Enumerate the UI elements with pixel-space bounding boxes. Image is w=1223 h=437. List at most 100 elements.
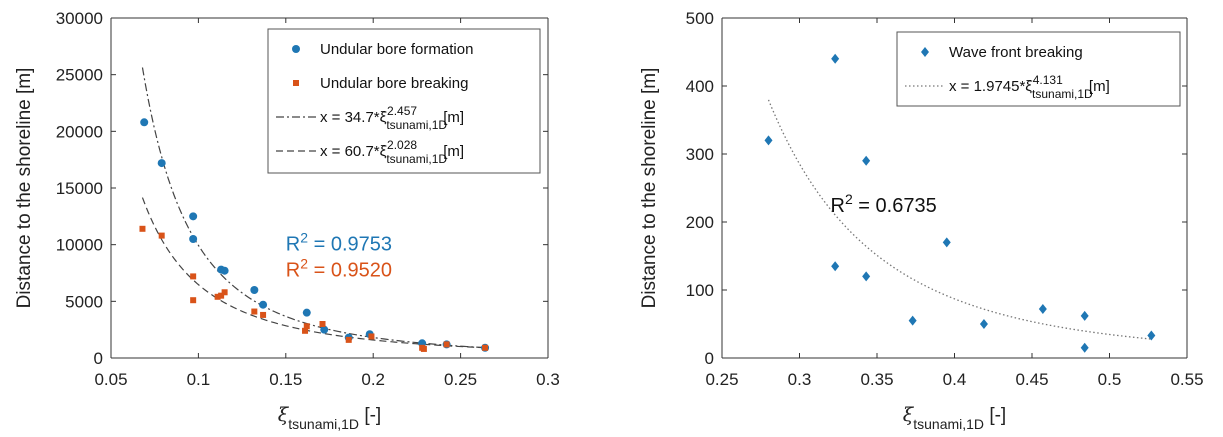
legend-label-series-0: Wave front breaking: [949, 44, 1083, 61]
fit-label-suffix: [m]: [439, 109, 464, 126]
data-point-series-1: [420, 345, 427, 352]
x-tick-label: 0.5: [1098, 370, 1122, 389]
data-point-series-1: [214, 293, 221, 300]
y-axis-label: Distance to the shoreline [m]: [639, 68, 660, 309]
data-point-series-1: [260, 311, 267, 318]
legend: Wave front breaking x = 1.9745*ξtsunami,1…: [896, 31, 1181, 107]
x-tick-label: 0.2: [361, 370, 385, 389]
data-point-series-1: [218, 292, 225, 299]
chart-undular-bore: 0.05 0.1 0.15 0.2 0.25 0.3 0 5000 10000 15000 2000…: [14, 9, 560, 432]
x-tick-label: 0.55: [1170, 370, 1203, 389]
y-tick-label: 200: [686, 213, 714, 232]
y-tick-label: 500: [686, 9, 714, 28]
data-point-series-0: [862, 155, 871, 166]
y-tick-label: 10000: [56, 236, 103, 255]
fit-label-superscript: -2.457: [383, 104, 417, 118]
fit-curve-0: [141, 67, 487, 349]
r-squared-annotation-0: R2 = 0.9753: [286, 229, 392, 255]
data-point-series-0: [1147, 330, 1156, 341]
data-point-series-1: [190, 297, 197, 304]
x-axis-label-symbol: ξ: [278, 404, 290, 426]
r-squared-prefix: R: [831, 195, 845, 217]
fit-label-subscript: tsunami,1D: [1032, 87, 1093, 101]
fit-label-superscript: -2.028: [383, 138, 417, 152]
data-point-series-0: [220, 266, 229, 275]
legend-marker-series-1: [293, 80, 299, 86]
x-tick-label: 0.35: [860, 370, 893, 389]
data-point-series-0: [320, 325, 329, 334]
data-point-series-0: [157, 159, 166, 168]
y-tick-label: 20000: [56, 122, 103, 141]
x-tick-label: 0.25: [444, 370, 477, 389]
y-tick-label: 100: [686, 281, 714, 300]
fit-curve-0: [767, 99, 1152, 340]
data-point-series-0: [1080, 310, 1089, 321]
legend-label-fit-0: x = 34.7*ξtsunami,1D-2.457 [m]: [320, 104, 464, 132]
y-tick-label: 25000: [56, 66, 103, 85]
data-point-series-0: [831, 261, 840, 272]
legend-marker-series-0: [292, 45, 300, 53]
x-tick-label: 0.1: [187, 370, 211, 389]
data-point-series-0: [189, 212, 198, 221]
data-point-series-1: [302, 327, 309, 334]
legend-box: [896, 31, 1181, 107]
data-point-series-1: [158, 232, 165, 239]
x-axis-label-unit: [-]: [984, 405, 1006, 426]
r-squared-annotation-1: R2 = 0.9520: [286, 255, 392, 281]
y-tick-label: 15000: [56, 179, 103, 198]
legend: Undular bore formation Undular bore break…: [267, 28, 541, 174]
r-squared-value: = 0.9520: [308, 259, 392, 281]
r-squared-superscript: 2: [300, 255, 308, 271]
data-point-series-1: [139, 225, 146, 232]
legend-marker-series-0: [921, 47, 929, 57]
x-axis-label: ξtsunami,1D [-]: [278, 404, 381, 432]
x-axis-label-subscript: tsunami,1D: [288, 416, 359, 432]
data-point-series-0: [1080, 342, 1089, 353]
fit-label-suffix: [m]: [439, 143, 464, 160]
data-point-series-0: [764, 135, 773, 146]
r-squared-value: = 0.6735: [853, 195, 937, 217]
data-point-series-0: [908, 315, 917, 326]
legend-label-series-1: Undular bore breaking: [320, 75, 468, 92]
fit-curve-1: [141, 197, 487, 349]
y-tick-label: 400: [686, 77, 714, 96]
r-squared-prefix: R: [286, 259, 300, 281]
x-axis-label-symbol: ξ: [903, 404, 915, 426]
data-point-series-1: [443, 341, 450, 348]
data-point-series-1: [345, 336, 352, 343]
data-point-series-0: [942, 237, 951, 248]
r-squared-value: = 0.9753: [308, 233, 392, 255]
x-tick-label: 0.4: [943, 370, 967, 389]
x-axis-label-unit: [-]: [359, 405, 381, 426]
legend-label-series-0: Undular bore formation: [320, 41, 473, 58]
x-tick-label: 0.05: [94, 370, 127, 389]
r-squared-prefix: R: [286, 233, 300, 255]
r-squared-annotation-0: R2 = 0.6735: [831, 191, 937, 217]
y-tick-label: 5000: [65, 292, 103, 311]
data-point-series-0: [189, 235, 198, 243]
x-tick-label: 0.3: [788, 370, 812, 389]
data-point-series-1: [482, 344, 489, 351]
data-point-series-0: [862, 271, 871, 282]
data-point-series-1: [303, 323, 310, 330]
chart-wave-front: 0.25 0.3 0.35 0.4 0.45 0.5 0.55 0 100 200 300 400 50…: [639, 9, 1204, 432]
data-point-series-1: [368, 333, 375, 340]
fit-label-subscript: tsunami,1D: [386, 118, 447, 132]
data-point-series-0: [259, 300, 268, 309]
data-point-series-1: [221, 289, 228, 296]
fit-label-suffix: [m]: [1085, 78, 1110, 95]
data-point-series-0: [140, 118, 149, 127]
legend-box: [267, 28, 541, 174]
x-axis-label-subscript: tsunami,1D: [913, 416, 984, 432]
data-point-series-1: [319, 321, 326, 327]
y-tick-label: 0: [705, 349, 714, 368]
r-squared-superscript: 2: [300, 229, 308, 245]
data-point-series-1: [251, 308, 258, 315]
data-point-series-0: [1038, 304, 1047, 315]
x-tick-label: 0.3: [536, 370, 560, 389]
fit-label-subscript: tsunami,1D: [386, 152, 447, 166]
y-tick-label: 30000: [56, 9, 103, 28]
x-tick-label: 0.25: [705, 370, 738, 389]
x-axis-label: ξtsunami,1D [-]: [903, 404, 1006, 432]
